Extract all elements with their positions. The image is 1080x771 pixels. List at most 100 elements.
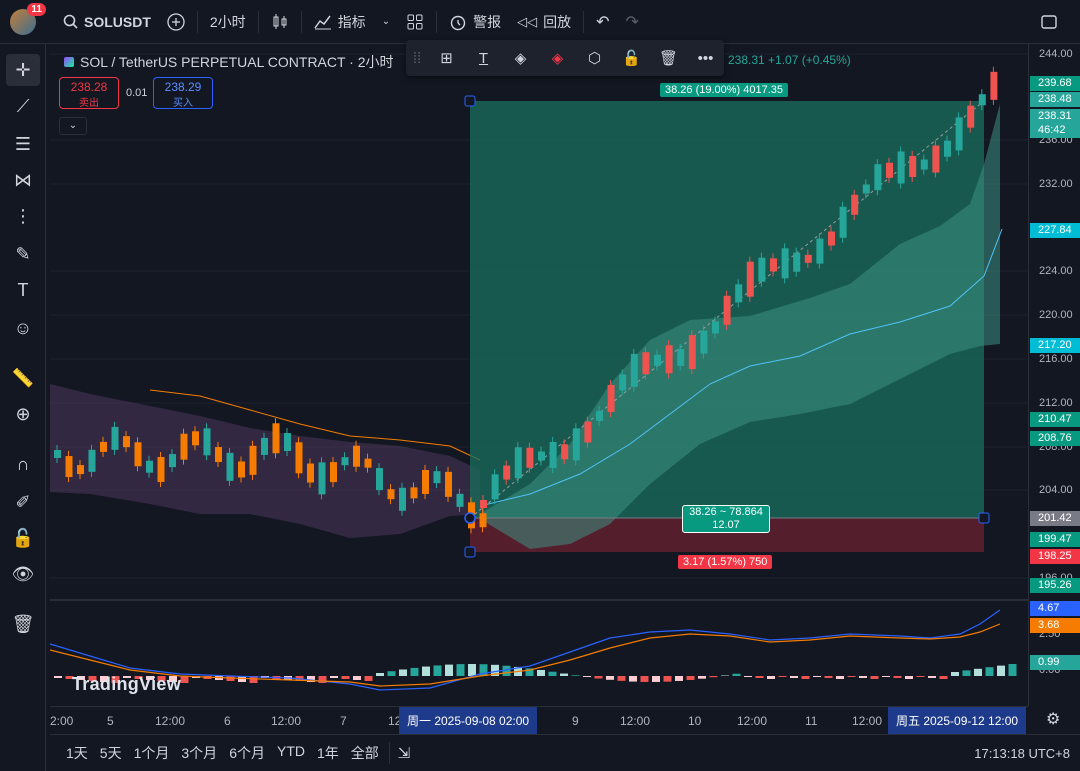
drawing-floating-toolbar: ⁞⁞ ⊞ T ◈ ◈ ⬡ 🔓 🗑 ••• (406, 40, 724, 76)
chart-type-button[interactable] (263, 0, 297, 44)
text-style-button[interactable]: T (465, 40, 502, 76)
time-axis[interactable]: 2:00 5 12:00 6 12:00 7 12 9 12:00 10 12:00 11 12:00 … (50, 706, 1028, 735)
sell-label: 卖出 (79, 98, 99, 109)
interval-button[interactable]: 2小时 (209, 13, 246, 30)
price-tag: 208.76 (1030, 431, 1080, 446)
brush-tool[interactable]: ✎ (6, 238, 40, 270)
buy-button[interactable]: 238.29 买入 (153, 77, 213, 109)
hide-drawings-tool[interactable]: 👁 (6, 558, 40, 590)
clock[interactable]: 17:13:18 UTC+8 (974, 745, 1070, 761)
candle-body (584, 421, 592, 443)
range-button[interactable]: 3个月 (181, 745, 218, 761)
trendline-tool[interactable]: ⟋ (6, 90, 40, 122)
redo-button[interactable]: ↷ (617, 0, 646, 44)
settings-button[interactable]: ⬡ (576, 40, 613, 76)
line-color-button[interactable]: ◈ (539, 40, 576, 76)
pattern-tool[interactable]: ⋈ (6, 164, 40, 196)
stop-handle[interactable] (464, 546, 476, 558)
candle-body (677, 348, 685, 366)
candle-body (479, 513, 487, 528)
text-underline-icon: T (478, 49, 489, 67)
range-buttons: 1天 5天 1个月 3个月 6个月 YTD 1年 全部 (60, 743, 385, 763)
candle-body (491, 474, 499, 500)
notification-badge: 11 (27, 2, 46, 16)
grid-icon (407, 14, 423, 29)
macd-histogram-bar (790, 676, 798, 678)
macd-histogram-bar (157, 676, 166, 681)
axis-settings-button[interactable]: ⚙ (1046, 709, 1060, 729)
price-tick: 216.00 (1039, 353, 1073, 365)
range-button[interactable]: YTD (276, 743, 305, 759)
legend-collapse-button[interactable]: ⌄ (59, 117, 87, 135)
lock-drawings-tool[interactable]: 🔓 (6, 522, 40, 554)
candlestick-series (54, 66, 998, 534)
price-axis[interactable]: 244.00 236.00 232.00 224.00 220.00 216.00 212.… (1028, 44, 1080, 706)
candle-body (514, 447, 522, 479)
range-button[interactable]: 5天 (99, 745, 122, 761)
macd-histogram-bar (364, 676, 373, 681)
lock-button[interactable]: 🔓 (613, 40, 650, 76)
entry-handle[interactable] (464, 512, 476, 524)
compare-button[interactable] (159, 0, 193, 44)
keep-drawing-tool[interactable]: ✐ (6, 486, 40, 518)
fib-tool[interactable]: ☰ (6, 128, 40, 160)
legend-change: 238.31 +1.07 (+0.45%) (728, 53, 851, 67)
fill-color-button[interactable]: ◈ (502, 40, 539, 76)
alerts-label: 警报 (473, 13, 502, 30)
macd-histogram-bar (249, 676, 258, 683)
more-button[interactable]: ••• (687, 40, 724, 76)
range-button[interactable]: 全部 (350, 745, 379, 761)
macd-histogram-bar (180, 676, 189, 683)
macd-histogram-bar (928, 676, 936, 678)
emoji-tool[interactable]: ☺ (6, 312, 40, 344)
candle-body (295, 442, 303, 474)
forecast-tool[interactable]: ⋮ (6, 200, 40, 232)
candle-body (422, 469, 429, 494)
delete-button[interactable]: 🗑 (650, 40, 687, 76)
candle-body (561, 444, 569, 460)
drag-handle[interactable]: ⁞⁞ (406, 40, 428, 76)
indicators-button[interactable]: 指标 (306, 0, 374, 44)
candle-body (955, 117, 963, 151)
add-template-button[interactable]: ⊞ (428, 40, 465, 76)
layout-button[interactable] (398, 0, 432, 44)
candle-body (746, 261, 754, 297)
macd-histogram-bar (169, 676, 177, 682)
range-button[interactable]: 1个月 (133, 745, 170, 761)
undo-button[interactable]: ↶ (588, 0, 617, 44)
candle-body (180, 433, 188, 460)
alerts-button[interactable]: 警报 (441, 0, 509, 44)
range-button[interactable]: 6个月 (229, 745, 265, 761)
symbol-search[interactable]: SOLUSDT (54, 0, 159, 44)
zoom-tool[interactable]: ⊕ (6, 398, 40, 430)
chart-pane[interactable]: TradingView 38.26 (19.00%) 4017.35 38.26… (50, 44, 1028, 706)
macd-histogram-bar (859, 676, 867, 678)
candles-icon (273, 13, 287, 29)
target-handle[interactable] (464, 95, 476, 107)
indicators-dropdown[interactable]: ⌄ (374, 0, 398, 44)
user-avatar[interactable]: 11 (10, 2, 46, 35)
macd-histogram-bar (146, 676, 154, 680)
macd-histogram-bar (353, 676, 361, 680)
candle-body (665, 345, 673, 374)
end-time-highlight: 周五 2025-09-12 12:00 (888, 707, 1027, 735)
range-button[interactable]: 1年 (316, 745, 339, 761)
price-tag: 227.84 (1030, 223, 1080, 238)
sell-button[interactable]: 238.28 卖出 (59, 77, 119, 109)
end-handle[interactable] (978, 512, 990, 524)
fullscreen-button[interactable] (1032, 0, 1066, 44)
measure-tool[interactable]: 📏 (6, 362, 40, 394)
candle-body (387, 489, 395, 500)
range-button[interactable]: 1天 (66, 745, 88, 761)
replay-button[interactable]: ◁◁ 回放 (509, 0, 579, 44)
text-tool[interactable]: T (6, 274, 40, 306)
date-range-button[interactable]: ⇲ (398, 744, 411, 762)
remove-drawings-tool[interactable]: 🗑 (6, 608, 40, 640)
crosshair-tool[interactable]: ✛ (6, 54, 40, 86)
chart-canvas[interactable] (50, 44, 1028, 706)
magnet-tool[interactable]: ∩ (6, 448, 40, 480)
redo-icon: ↷ (625, 13, 639, 31)
macd-tag: 0.99 (1030, 655, 1080, 670)
risk-reward-label: 38.26 ~ 78.864 12.07 (682, 505, 770, 533)
macd-histogram-bar (479, 664, 488, 676)
